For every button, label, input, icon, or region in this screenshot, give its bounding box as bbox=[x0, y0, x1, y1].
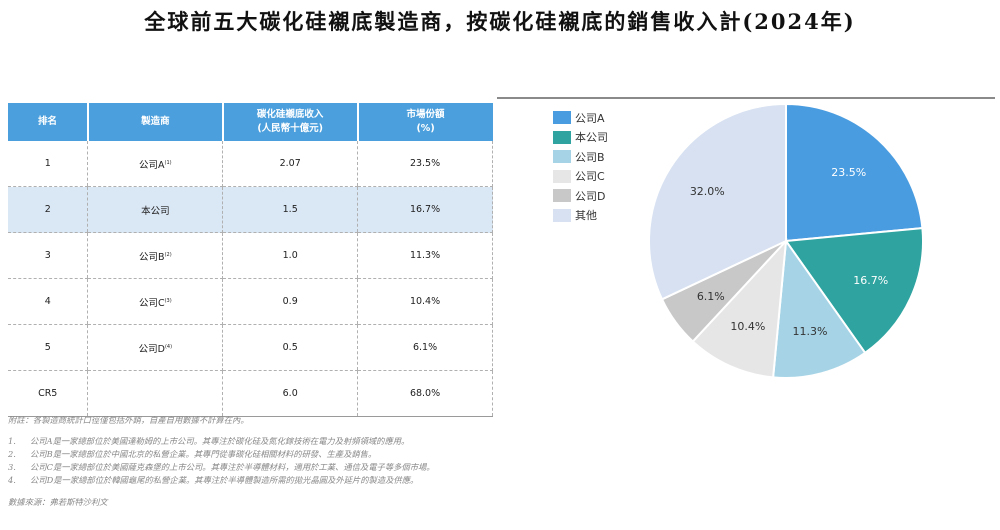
pie-chart: 23.5% 16.7% 11.3% 10.4% 6.1% 32.0% bbox=[648, 102, 924, 379]
footnote-ref: (1) bbox=[164, 159, 172, 166]
table-header-row: 排名 製造商 碳化硅襯底收入 (人民幣十億元) 市場份額 (%) bbox=[8, 103, 493, 141]
share-cell: 6.1% bbox=[357, 324, 493, 371]
chart-legend: 公司A 本公司公司B 公司C 公司D 其他 bbox=[553, 108, 608, 225]
footnote-number: 3. bbox=[8, 462, 16, 472]
footnote-text: 公司C是一家總部位於美國薩克森堡的上市公司。其專注於半導體材料，適用於工業、通信… bbox=[30, 462, 435, 472]
pie-slice bbox=[784, 227, 924, 355]
share-cell: 16.7% bbox=[357, 186, 493, 233]
footnote-text: 公司B是一家總部位於中國北京的私營企業。其專門從事碳化硅相關材料的研發、生產及銷… bbox=[30, 449, 377, 459]
legend-label: 公司B bbox=[575, 150, 605, 164]
header-revenue-line2: (人民幣十億元) bbox=[257, 123, 324, 134]
legend-label: 公司A bbox=[575, 111, 605, 125]
rank-cell: 3 bbox=[8, 232, 88, 279]
slice-label: 16.7% bbox=[853, 274, 888, 287]
legend-item: 公司A bbox=[553, 108, 608, 128]
footnote-item: 1. 公司A是一家總部位於美國達勒姆的上市公司。其專注於碳化硅及氮化鎵技術在電力及… bbox=[8, 435, 568, 448]
revenue-cell: 0.9 bbox=[222, 278, 358, 325]
share-cell: 68.0% bbox=[357, 370, 493, 417]
footnote-number: 1. bbox=[8, 436, 16, 446]
footnote-item: 4. 公司D是一家總部位於韓國龜尾的私營企業。其專注於半導體製造所需的拋光晶圓及外… bbox=[8, 474, 568, 487]
footnote-ref: (2) bbox=[164, 251, 172, 258]
header-share-line2: (%) bbox=[416, 123, 435, 134]
maker-name: 公司D bbox=[138, 343, 165, 355]
table-row: 4 公司C(3) 0.9 10.4% bbox=[8, 278, 493, 325]
source-text: 數據來源：弗若斯特沙利文 bbox=[8, 497, 108, 507]
slice-label: 23.5% bbox=[831, 166, 866, 179]
header-share-line1: 市場份額 bbox=[406, 109, 445, 120]
maker-cell: 公司B(2) bbox=[87, 232, 224, 279]
maker-name: 公司C bbox=[138, 297, 165, 309]
footnote-text: 公司A是一家總部位於美國達勒姆的上市公司。其專注於碳化硅及氮化鎵技術在電力及射頻… bbox=[30, 436, 410, 446]
share-cell: 10.4% bbox=[357, 278, 493, 325]
pie-slice bbox=[785, 102, 924, 243]
footnote-item: 3. 公司C是一家總部位於美國薩克森堡的上市公司。其專注於半導體材料，適用於工業、… bbox=[8, 461, 568, 474]
slice-label: 10.4% bbox=[730, 320, 765, 333]
header-rank: 排名 bbox=[8, 103, 89, 141]
legend-label: 公司D bbox=[575, 189, 606, 203]
pie-slice bbox=[648, 102, 787, 301]
legend-swatch bbox=[553, 130, 571, 144]
rank-cell: 1 bbox=[8, 141, 88, 187]
market-share-table: 排名 製造商 碳化硅襯底收入 (人民幣十億元) 市場份額 (%) 1 公司A(1… bbox=[8, 103, 493, 417]
footnote-number: 2. bbox=[8, 449, 16, 459]
share-cell: 11.3% bbox=[357, 232, 493, 279]
revenue-cell: 1.0 bbox=[222, 232, 358, 279]
legend-item: 公司B bbox=[553, 147, 608, 167]
pie-slice bbox=[691, 238, 788, 379]
header-maker: 製造商 bbox=[87, 103, 224, 141]
legend-swatch bbox=[553, 189, 571, 203]
slice-label: 11.3% bbox=[793, 325, 828, 338]
revenue-cell: 0.5 bbox=[222, 324, 358, 371]
maker-cell: 公司C(3) bbox=[87, 278, 224, 325]
share-cell: 23.5% bbox=[357, 141, 493, 187]
maker-name: 公司B bbox=[139, 251, 165, 263]
legend-item: 公司C bbox=[553, 167, 608, 187]
legend-swatch bbox=[553, 208, 571, 222]
rank-cell: CR5 bbox=[8, 370, 88, 417]
header-share: 市場份額 (%) bbox=[357, 103, 493, 141]
table-row: 3 公司B(2) 1.0 11.3% bbox=[8, 232, 493, 279]
legend-item: 公司D bbox=[553, 186, 608, 206]
maker-cell: 公司D(4) bbox=[87, 324, 224, 371]
footnote-text: 公司D是一家總部位於韓國龜尾的私營企業。其專注於半導體製造所需的拋光晶圓及外延片… bbox=[30, 475, 419, 485]
maker-cell: 本公司 bbox=[87, 186, 224, 233]
table-row-total: CR5 6.0 68.0% bbox=[8, 370, 493, 417]
revenue-cell: 6.0 bbox=[222, 370, 358, 417]
revenue-cell: 1.5 bbox=[222, 186, 358, 233]
maker-cell bbox=[87, 370, 224, 417]
maker-name: 公司A bbox=[139, 159, 165, 171]
header-revenue-line1: 碳化硅襯底收入 bbox=[256, 109, 324, 120]
legend-swatch bbox=[553, 169, 571, 183]
pie-slice bbox=[772, 238, 867, 379]
footnote-ref: (4) bbox=[164, 343, 173, 350]
remark-text: 附註：各製造商統計口徑僅包括外銷，自產自用數據不計算在內。 bbox=[8, 415, 249, 425]
table-row: 1 公司A(1) 2.07 23.5% bbox=[8, 141, 493, 187]
legend-label: 其他 bbox=[575, 209, 597, 223]
maker-cell: 公司A(1) bbox=[87, 141, 224, 187]
footnote-item: 2. 公司B是一家總部位於中國北京的私營企業。其專門從事碳化硅相關材料的研發、生產… bbox=[8, 448, 568, 461]
legend-label: 本公司 bbox=[575, 131, 608, 145]
rank-cell: 2 bbox=[8, 186, 88, 233]
maker-name: 本公司 bbox=[141, 205, 170, 217]
slice-label: 6.1% bbox=[697, 290, 725, 303]
legend-item: 其他 bbox=[553, 206, 608, 226]
footnote-ref: (3) bbox=[164, 297, 172, 304]
page-title: 全球前五大碳化硅襯底製造商，按碳化硅襯底的銷售收入計(2024年) bbox=[144, 9, 856, 34]
table-row: 2 本公司 1.5 16.7% bbox=[8, 186, 493, 233]
slice-label: 32.0% bbox=[690, 185, 725, 198]
legend-label: 公司C bbox=[575, 170, 605, 184]
header-revenue: 碳化硅襯底收入 (人民幣十億元) bbox=[222, 103, 359, 141]
footnotes: 附註：各製造商統計口徑僅包括外銷，自產自用數據不計算在內。 1. 公司A是一家總部… bbox=[8, 414, 568, 509]
legend-swatch bbox=[553, 111, 571, 125]
legend-swatch bbox=[553, 150, 571, 164]
section-rule bbox=[497, 97, 995, 99]
table-row: 5 公司D(4) 0.5 6.1% bbox=[8, 324, 493, 371]
rank-cell: 5 bbox=[8, 324, 88, 371]
legend-item: 本公司 bbox=[553, 128, 608, 148]
revenue-cell: 2.07 bbox=[222, 141, 358, 187]
rank-cell: 4 bbox=[8, 278, 88, 325]
footnote-number: 4. bbox=[8, 475, 16, 485]
